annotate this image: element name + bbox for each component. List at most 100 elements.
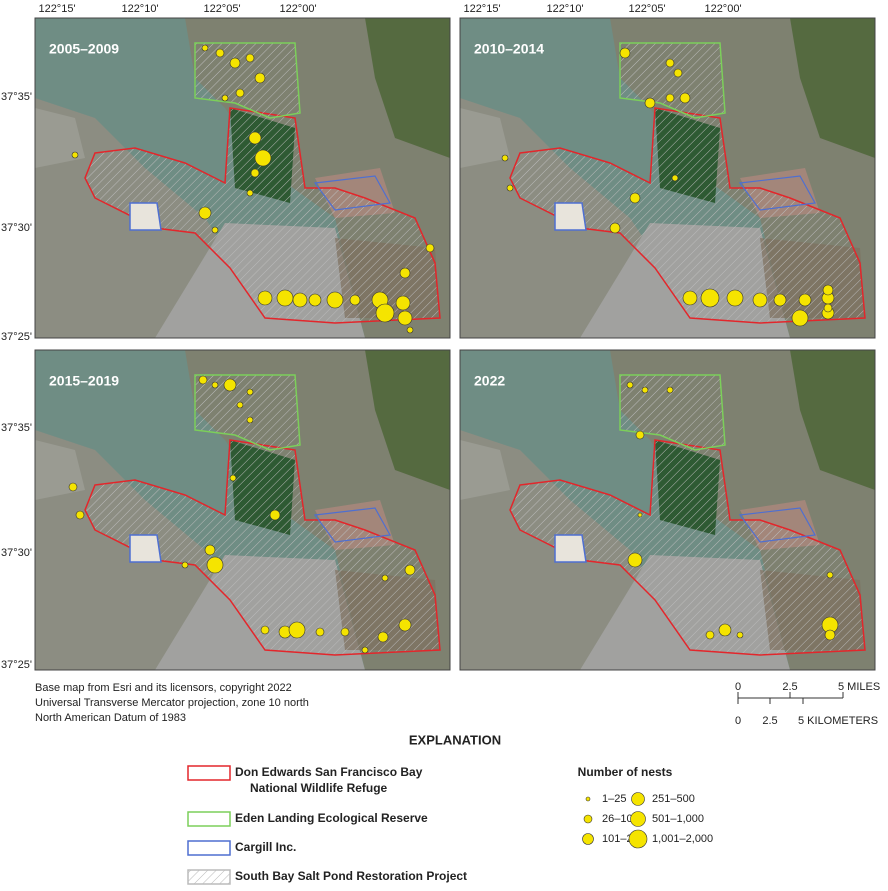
legend-label: Eden Landing Ecological Reserve — [235, 811, 428, 825]
nest-colony — [257, 290, 273, 306]
map-panel: 2010–2014 — [460, 18, 875, 338]
nest-colony — [276, 289, 294, 307]
nest-colony — [269, 509, 281, 521]
legend-symbol — [582, 833, 594, 845]
nest-colony — [308, 293, 322, 307]
nest-colony — [349, 294, 361, 306]
nest-colony — [824, 629, 836, 641]
nest-colony — [673, 68, 683, 78]
legend-symbol — [583, 814, 593, 824]
nest-colony — [397, 310, 413, 326]
longitude-label: 122°10' — [121, 3, 158, 15]
panel-title: 2015–2019 — [49, 373, 119, 389]
map-panel: 2015–2019 — [35, 350, 450, 670]
nest-colony — [215, 48, 225, 58]
longitude-label: 122°00' — [704, 3, 741, 15]
legend-symbol — [585, 796, 591, 802]
nests-title: Number of nests — [578, 765, 673, 779]
map-panels: 2005–2009 2010–2014 2015–2019 2022 — [34, 17, 876, 671]
nest-colony — [773, 293, 787, 307]
panel-frame — [34, 349, 451, 671]
nest-colony — [635, 430, 645, 440]
nest-colony — [201, 44, 209, 52]
nest-colony — [666, 386, 674, 394]
panel-title: 2022 — [474, 373, 505, 389]
longitude-label: 122°05' — [628, 3, 665, 15]
nest-colony — [700, 288, 720, 308]
legend-label: 251–500 — [652, 793, 695, 805]
nest-colony — [229, 57, 241, 69]
coordinate-labels: 122°15' 122°10' 122°05' 122°00' 122°15' 122°1… — [1, 3, 742, 671]
nest-colony — [718, 623, 732, 637]
legend-label: 26–100 — [602, 813, 639, 825]
nest-colony — [68, 482, 78, 492]
legend-label: 501–1,000 — [652, 813, 704, 825]
legend-symbol — [631, 792, 645, 806]
scale-bar: 0 2.5 5 MILES 0 2.5 5 KILOMETERS — [735, 681, 880, 727]
nest-colony — [206, 556, 224, 574]
nest-colony — [246, 189, 254, 197]
legend-label: South Bay Salt Pond Restoration Project — [235, 869, 467, 883]
nest-colony — [198, 206, 212, 220]
nest-colony — [398, 618, 412, 632]
nest-colony — [375, 303, 395, 323]
nest-colony — [211, 226, 219, 234]
longitude-label: 122°15' — [38, 3, 75, 15]
nest-colony — [665, 93, 675, 103]
latitude-label: 37°30' — [1, 222, 32, 234]
nest-colony — [826, 571, 834, 579]
panel-frame — [34, 17, 451, 339]
legend-label: Don Edwards San Francisco Bay — [235, 765, 423, 779]
nest-colony — [235, 88, 245, 98]
panel-title: 2005–2009 — [49, 41, 119, 57]
explanation-title: EXPLANATION — [409, 732, 501, 747]
legend-swatch — [187, 840, 231, 856]
nest-colony — [254, 72, 266, 84]
scale-label: 0 — [735, 715, 741, 727]
nest-colony — [71, 151, 79, 159]
nest-colony — [682, 290, 698, 306]
latitude-label: 37°25' — [1, 331, 32, 343]
nest-colony — [644, 97, 656, 109]
latitude-label: 37°35' — [1, 91, 32, 103]
scale-label: 2.5 — [782, 681, 797, 693]
nest-colony — [198, 375, 208, 385]
nest-colony — [798, 293, 812, 307]
nest-colony — [609, 222, 621, 234]
nest-colony — [679, 92, 691, 104]
map-panel: 2022 — [460, 350, 875, 670]
base-map — [460, 350, 875, 670]
nest-colony — [726, 289, 744, 307]
nest-colony — [181, 561, 189, 569]
legend: Don Edwards San Francisco Bay National Wi… — [187, 765, 713, 885]
nest-colony — [736, 631, 744, 639]
legend-label: Cargill Inc. — [235, 840, 296, 854]
nest-colony — [221, 94, 229, 102]
nest-colony — [340, 627, 350, 637]
nest-colony — [506, 184, 514, 192]
nest-colony — [75, 510, 85, 520]
nest-colony — [705, 630, 715, 640]
legend-symbol — [628, 829, 648, 849]
credit: North American Datum of 1983 — [35, 712, 186, 724]
nest-colony — [671, 174, 679, 182]
nest-colony — [288, 621, 306, 639]
nest-colony — [246, 388, 254, 396]
legend-label: 1–25 — [602, 793, 626, 805]
nest-colony — [641, 386, 649, 394]
longitude-label: 122°10' — [546, 3, 583, 15]
scale-label: 2.5 — [762, 715, 777, 727]
nest-colony — [254, 149, 272, 167]
nest-colony — [292, 292, 308, 308]
nest-colony — [665, 58, 675, 68]
nest-colony — [791, 309, 809, 327]
latitude-label: 37°25' — [1, 659, 32, 671]
scale-label: 0 — [735, 681, 741, 693]
legend-swatch — [187, 765, 231, 781]
nest-colony — [236, 401, 244, 409]
nest-colony — [637, 512, 643, 518]
nest-colony — [377, 631, 389, 643]
nest-colony — [248, 131, 262, 145]
nest-colony — [229, 474, 237, 482]
